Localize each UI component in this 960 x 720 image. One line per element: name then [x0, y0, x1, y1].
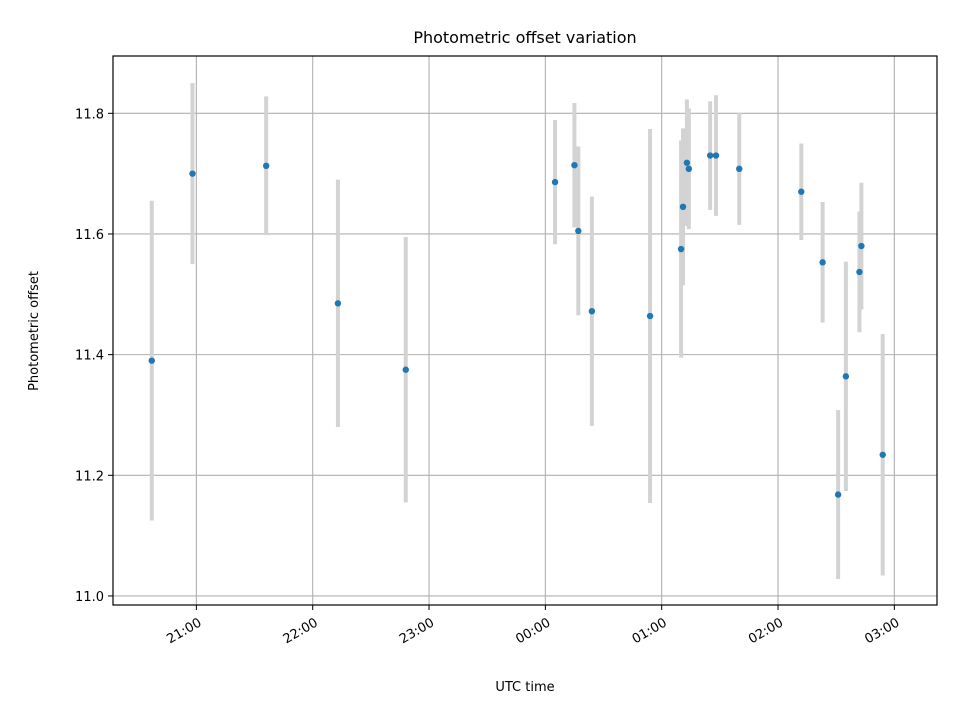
- y-tick-label: 11.6: [75, 228, 104, 243]
- chart-title: Photometric offset variation: [413, 28, 636, 47]
- data-point: [798, 188, 805, 195]
- data-point: [879, 451, 886, 458]
- y-tick-label: 11.2: [75, 469, 104, 484]
- data-point: [819, 259, 826, 266]
- x-axis-label: UTC time: [495, 680, 554, 695]
- data-point: [262, 162, 270, 169]
- data-point: [551, 178, 559, 186]
- y-axis-label: Photometric offset: [27, 271, 42, 391]
- data-point: [736, 165, 743, 173]
- data-point: [588, 307, 596, 315]
- plot-frame: [112, 55, 938, 606]
- data-point: [646, 312, 654, 320]
- data-point: [706, 152, 714, 159]
- data-point: [842, 373, 850, 380]
- data-point: [189, 170, 196, 177]
- data-point: [858, 242, 865, 250]
- data-point: [834, 491, 842, 498]
- data-point: [677, 245, 685, 253]
- data-point: [148, 357, 155, 364]
- data-points: [148, 152, 886, 498]
- data-point: [712, 152, 720, 159]
- data-point: [856, 268, 863, 276]
- y-tick-label: 11.4: [75, 349, 104, 364]
- y-tick-label: 11.8: [75, 107, 104, 122]
- data-point: [679, 203, 687, 211]
- data-point: [575, 227, 582, 235]
- data-point: [334, 300, 342, 307]
- data-point: [685, 165, 693, 173]
- data-point: [402, 366, 409, 373]
- data-point: [571, 161, 578, 169]
- y-tick-label: 11.0: [75, 590, 104, 605]
- grid: [113, 56, 937, 605]
- data-point: [683, 159, 691, 166]
